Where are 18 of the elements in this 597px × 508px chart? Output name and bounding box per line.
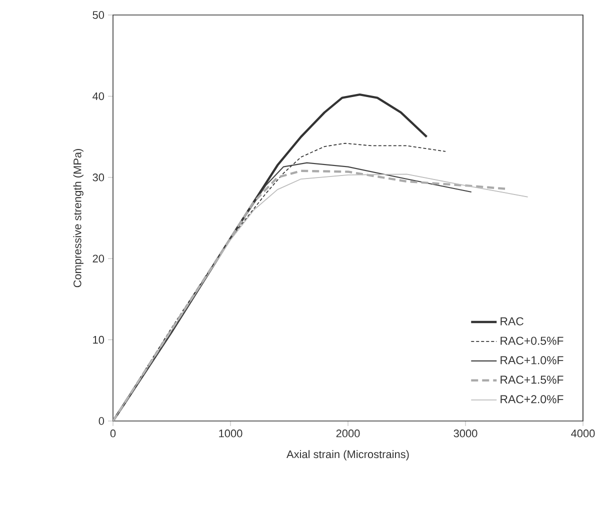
legend-label: RAC [500, 317, 524, 326]
legend-label: RAC+0.5%F [500, 336, 564, 345]
x-tick-label: 3000 [454, 430, 478, 438]
legend-label: RAC+2.0%F [500, 395, 564, 404]
y-tick-label: 20 [92, 254, 104, 262]
legend-label: RAC+1.0%F [500, 356, 564, 364]
x-tick-label: 4000 [571, 430, 595, 438]
y-tick-label: 40 [92, 92, 104, 100]
x-axis-title: Axial strain (Microstrains) [286, 450, 409, 460]
x-tick-label: 1000 [219, 430, 242, 438]
y-tick-label: 0 [98, 417, 104, 425]
y-axis-title: Compressive strength (MPa) [73, 148, 84, 288]
x-tick-label: 0 [110, 430, 116, 438]
y-tick-label: 50 [92, 11, 104, 19]
y-tick-label: 30 [92, 174, 104, 182]
x-tick-label: 2000 [336, 430, 360, 438]
y-tick-label: 10 [93, 336, 104, 344]
legend-label: RAC+1.5%F [500, 376, 564, 384]
